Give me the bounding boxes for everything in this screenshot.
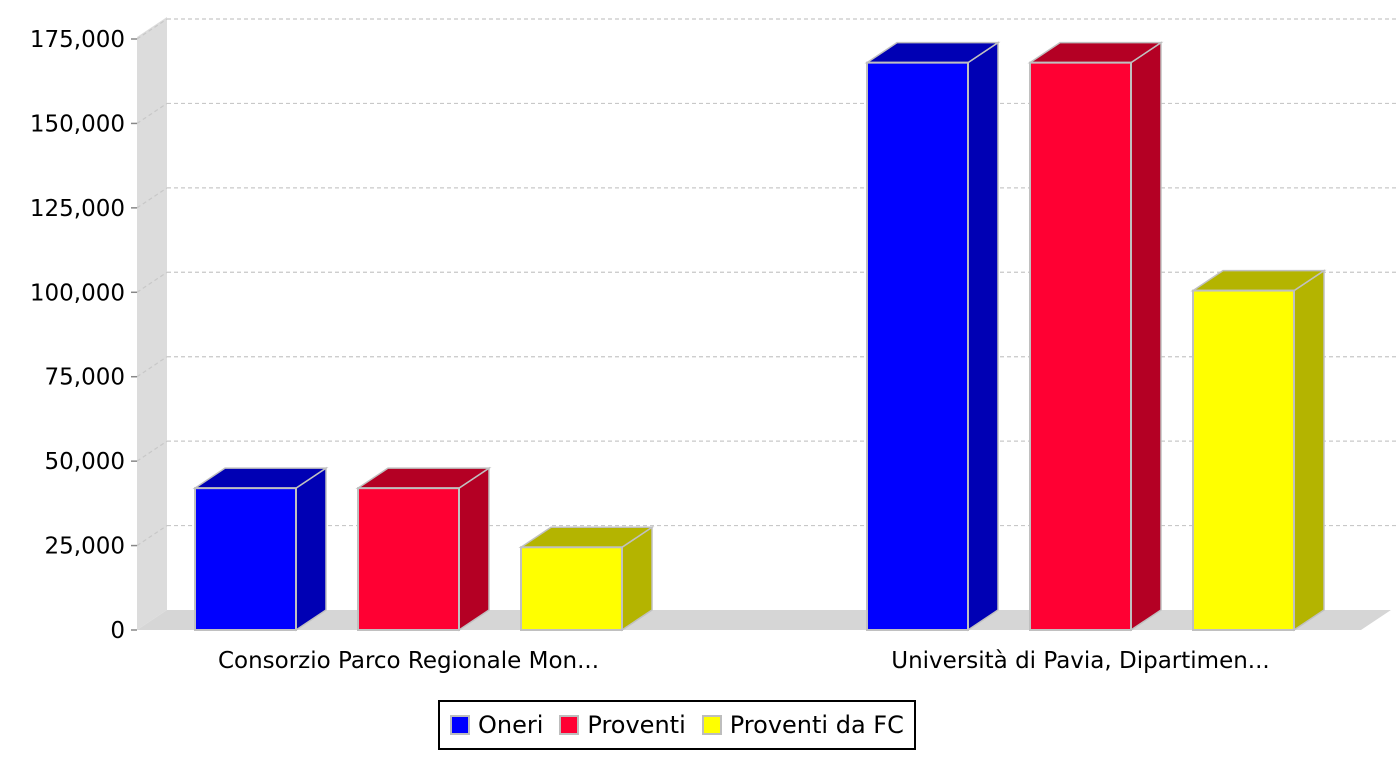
grid-line-diag (136, 440, 168, 462)
bar-proventi-da-fc-0 (518, 525, 655, 632)
y-tick-label: 175,000 (30, 27, 125, 53)
bar-front (1192, 289, 1295, 631)
y-tick-label: 125,000 (30, 196, 125, 222)
bar-side (1293, 269, 1325, 632)
bar-front (866, 61, 969, 631)
legend-item: Proventi da FC (701, 711, 904, 739)
grid-line-diag (136, 525, 168, 547)
bar-front (520, 546, 623, 632)
y-tick-label: 75,000 (45, 365, 125, 391)
bar-front (357, 487, 460, 631)
grid-line-diag (136, 271, 168, 293)
legend-item: Proventi (559, 711, 686, 739)
bar-front (194, 487, 297, 631)
bar-oneri-1 (864, 41, 1001, 632)
legend-swatch (701, 715, 722, 735)
legend-item: Oneri (450, 711, 543, 739)
bar-side (1130, 41, 1162, 632)
bar-proventi-0 (355, 466, 492, 632)
y-tick-label: 150,000 (30, 111, 125, 137)
bar-side (295, 466, 327, 632)
left-wall (137, 17, 167, 630)
bar-oneri-0 (192, 466, 329, 632)
x-category-label: Consorzio Parco Regionale Mon... (218, 648, 599, 674)
y-tick-label: 100,000 (30, 280, 125, 306)
bar-proventi-da-fc-1 (1190, 269, 1327, 632)
bar-side (458, 466, 490, 632)
legend-swatch (559, 715, 580, 735)
y-axis: 0 25,000 50,000 75,000 100,000 125,000 150,000… (30, 27, 137, 644)
x-axis: Consorzio Parco Regionale Mon... Universi… (218, 648, 1270, 674)
y-tick-label: 0 (110, 618, 125, 644)
legend-label: Proventi da FC (729, 711, 904, 739)
legend-swatch (450, 715, 470, 735)
bars (192, 41, 1327, 632)
grid-line-diag (136, 102, 168, 124)
legend-label: Oneri (478, 711, 544, 739)
y-tick-label: 50,000 (45, 449, 125, 475)
grid-line-diag (136, 18, 168, 40)
grid-line-diag (136, 356, 168, 378)
legend: Oneri Proventi Proventi da FC (438, 700, 916, 750)
legend-label: Proventi (587, 711, 686, 739)
y-tick-label: 25,000 (45, 534, 125, 560)
bar-front (1029, 61, 1132, 631)
x-category-label: Università di Pavia, Dipartimen... (891, 648, 1270, 674)
bar-side (967, 41, 999, 632)
grid-line-diag (136, 187, 168, 209)
bar-proventi-1 (1027, 41, 1164, 632)
